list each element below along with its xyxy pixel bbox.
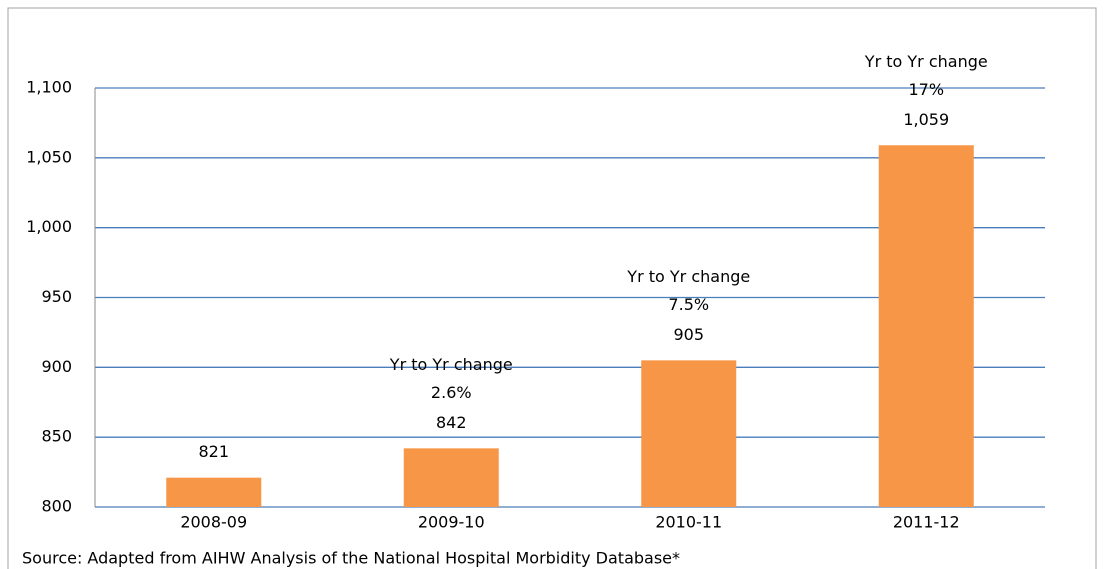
value-label: 821 bbox=[198, 442, 229, 461]
annotation-text: Yr to Yr change bbox=[864, 52, 988, 71]
y-tick-label: 1,100 bbox=[26, 78, 72, 97]
value-label: 905 bbox=[673, 325, 704, 344]
change-label: 2.6% bbox=[431, 383, 472, 402]
value-label: 1,059 bbox=[903, 110, 949, 129]
y-tick-label: 800 bbox=[41, 497, 72, 516]
annotation-text: Yr to Yr change bbox=[389, 355, 513, 374]
y-tick-label: 950 bbox=[41, 287, 72, 306]
change-label: 17% bbox=[908, 80, 944, 99]
y-tick-label: 850 bbox=[41, 427, 72, 446]
x-tick-label: 2011-12 bbox=[893, 513, 960, 532]
x-tick-label: 2008-09 bbox=[180, 513, 247, 532]
value-label: 842 bbox=[436, 413, 467, 432]
bar bbox=[403, 448, 499, 507]
change-label: 7.5% bbox=[668, 295, 709, 314]
y-tick-label: 1,050 bbox=[26, 147, 72, 166]
annotation-text: Yr to Yr change bbox=[626, 267, 750, 286]
x-tick-label: 2010-11 bbox=[655, 513, 722, 532]
chart-frame bbox=[7, 7, 1097, 569]
bar bbox=[166, 477, 262, 507]
source-note: Source: Adapted from AIHW Analysis of th… bbox=[22, 549, 680, 568]
y-tick-label: 900 bbox=[41, 357, 72, 376]
bar bbox=[641, 360, 737, 507]
x-tick-label: 2009-10 bbox=[418, 513, 485, 532]
bar bbox=[878, 145, 974, 507]
y-tick-label: 1,000 bbox=[26, 217, 72, 236]
